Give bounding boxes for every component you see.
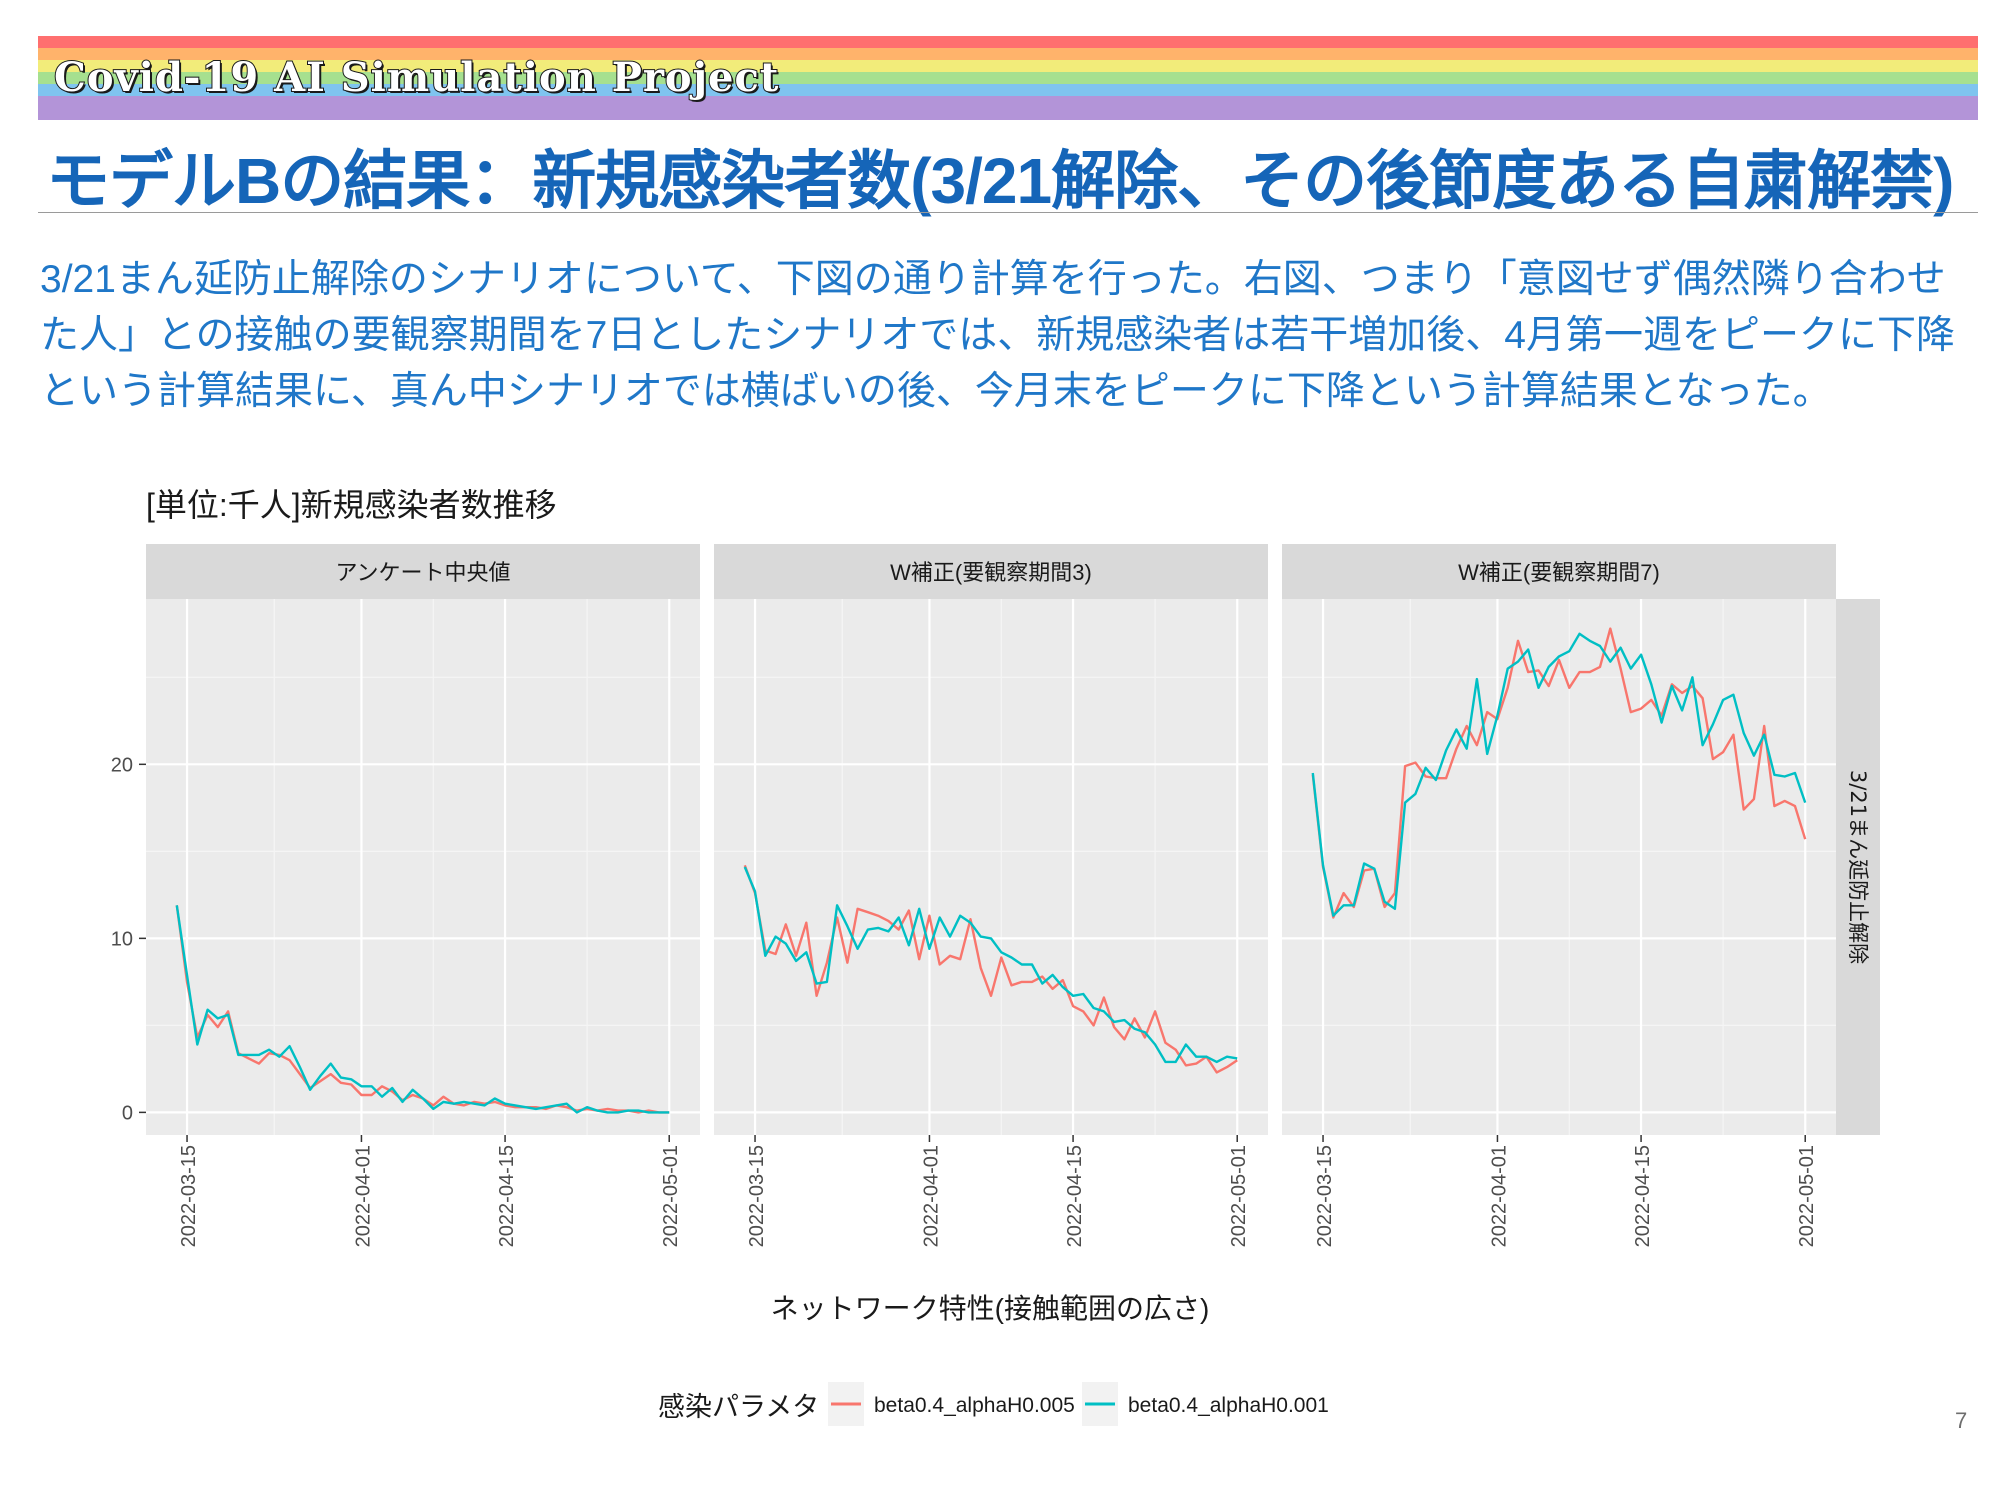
x-tick-label: 2022-05-01	[660, 1145, 682, 1247]
rainbow-banner	[38, 36, 1978, 120]
series-line	[175, 905, 670, 1114]
project-title: Covid-19 AI Simulation Project	[53, 53, 780, 102]
chart-title: [単位:千人]新規感染者数推移	[146, 487, 557, 523]
y-tick-label: 20	[111, 754, 133, 776]
panel-background	[714, 599, 1268, 1135]
facet-label: W補正(要観察期間3)	[890, 560, 1092, 585]
x-tick-label: 2022-04-15	[496, 1145, 518, 1247]
x-tick-label: 2022-04-01	[352, 1145, 374, 1247]
banner-stripe	[38, 96, 1978, 108]
facet-label: アンケート中央値	[335, 560, 510, 585]
slide-title: モデルBの結果：新規感染者数(3/21解除、その後節度ある自粛解禁)	[46, 145, 1954, 217]
panel-background	[146, 599, 700, 1135]
y-tick-label: 0	[122, 1102, 133, 1124]
row-strip	[1836, 599, 1880, 1135]
x-tick-label: 2022-05-01	[1228, 1145, 1250, 1247]
banner-stripe	[38, 48, 1978, 60]
x-tick-label: 2022-03-15	[746, 1145, 768, 1247]
x-axis-title: ネットワーク特性(接触範囲の広さ)	[771, 1293, 1210, 1324]
x-tick-label: 2022-05-01	[1796, 1145, 1818, 1247]
banner-stripe	[38, 84, 1978, 96]
banner-stripe	[38, 108, 1978, 120]
facet-strip	[1282, 544, 1836, 599]
legend-title: 感染パラメタ	[658, 1392, 819, 1422]
x-tick-label: 2022-04-01	[920, 1145, 942, 1247]
series-line	[1311, 632, 1807, 917]
page-number: 7	[1955, 1408, 1968, 1433]
legend-label: beta0.4_alphaH0.005	[874, 1394, 1075, 1417]
banner-stripe	[38, 60, 1978, 72]
series-line	[743, 866, 1238, 1064]
legend-label: beta0.4_alphaH0.001	[1128, 1394, 1329, 1417]
series-line	[1311, 627, 1807, 919]
x-tick-label: 2022-03-15	[1314, 1145, 1336, 1247]
x-tick-label: 2022-04-01	[1488, 1145, 1510, 1247]
series-line	[743, 864, 1238, 1074]
title-divider	[38, 212, 1978, 213]
x-tick-label: 2022-03-15	[178, 1145, 200, 1247]
x-tick-label: 2022-04-15	[1064, 1145, 1086, 1247]
summary-paragraph: 3/21まん延防止解除のシナリオについて、下図の通り計算を行った。右図、つまり「…	[40, 258, 1955, 413]
facet-strip	[146, 544, 700, 599]
x-tick-label: 2022-04-15	[1632, 1145, 1654, 1247]
banner-stripe	[38, 72, 1978, 84]
facet-strip	[714, 544, 1268, 599]
panel-background	[1282, 599, 1836, 1135]
row-strip-label: 3/21まん延防止解除	[1846, 770, 1870, 964]
y-tick-label: 10	[111, 928, 133, 950]
facet-label: W補正(要観察期間7)	[1458, 560, 1660, 585]
banner-stripe	[38, 36, 1978, 48]
